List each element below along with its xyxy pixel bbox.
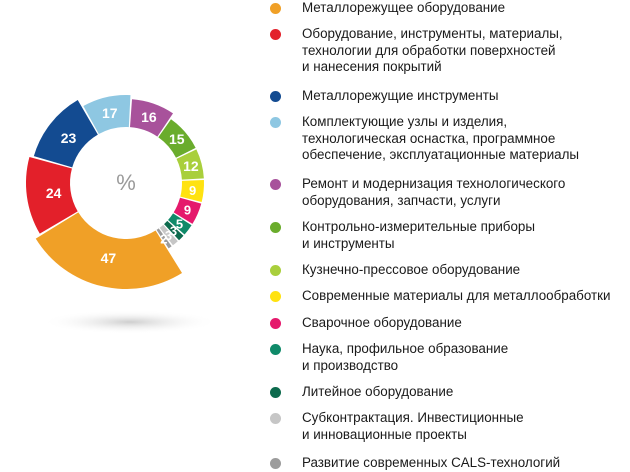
legend-label: Кузнечно-прессовое оборудование (302, 262, 521, 277)
slice-value-label: 2 (160, 231, 167, 246)
legend-label: Субконтрактация. Инвестиционные и иннова… (302, 410, 524, 442)
slice-value-label: 24 (46, 185, 62, 201)
slice-value-label: 3 (170, 223, 177, 238)
legend-label: Ремонт и модернизация технологического о… (302, 176, 566, 208)
pie-slice (33, 100, 98, 168)
legend-color-dot (270, 344, 281, 355)
legend-label: Наука, профильное образование и производ… (302, 341, 509, 373)
pie-slice (173, 197, 202, 224)
legend: Металлорежущее оборудование Оборудование,… (266, 0, 630, 472)
legend-label: Контрольно-измерительные приборы и инстр… (302, 219, 535, 251)
slice-value-label: 17 (102, 105, 118, 121)
legend-color-dot (270, 458, 281, 469)
pie-slice (159, 224, 178, 246)
legend-color-dot (270, 179, 281, 190)
legend-color-dot (270, 291, 281, 302)
slice-value-label: 16 (141, 109, 157, 125)
pie-slice (26, 157, 78, 234)
legend-color-dot (270, 91, 281, 102)
pie-slice (35, 212, 183, 289)
slice-value-label: 3 (165, 228, 172, 243)
pie-slice (176, 149, 204, 180)
slice-value-label: 9 (189, 183, 196, 198)
legend-color-dot (270, 413, 281, 424)
legend-label: Литейное оборудование (302, 384, 454, 399)
legend-color-dot (270, 318, 281, 329)
legend-color-dot (270, 222, 281, 233)
slice-value-label: 23 (61, 130, 77, 146)
pie-slice (156, 228, 172, 249)
pie-slice (164, 220, 184, 241)
center-label: % (116, 170, 136, 195)
slice-value-label: 5 (176, 216, 183, 231)
slice-value-label: 12 (183, 158, 199, 174)
legend-color-dot (270, 265, 281, 276)
legend-label: Современные материалы для металлообработ… (302, 288, 611, 303)
pie-slice (158, 119, 196, 158)
legend-label: Сварочное оборудование (302, 315, 462, 330)
legend-label: Оборудование, инструменты, материалы, те… (302, 26, 563, 74)
chart-shadow (42, 310, 218, 334)
slice-value-label: 9 (184, 203, 191, 218)
legend-label: Комплектующие узлы и изделия, технологич… (302, 114, 580, 162)
pie-slice (130, 99, 174, 137)
legend-color-dot (270, 117, 281, 128)
pie-slice (168, 213, 192, 235)
legend-color-dot (270, 387, 281, 398)
pie-slice (83, 95, 131, 135)
legend-label: Металлорежущие инструменты (302, 88, 499, 103)
legend-label: Металлорежущее оборудование (302, 0, 506, 15)
slice-value-label: 15 (169, 131, 185, 147)
pie-slice (180, 179, 204, 202)
chart-area: 47 24 23 17 16 15 12 9 9 5 3 3 2 % (0, 0, 260, 472)
legend-color-dot (270, 29, 281, 40)
legend-label: Развитие современных CALS-технологий (302, 455, 561, 470)
slice-value-label: 47 (101, 250, 117, 266)
legend-color-dot (270, 3, 281, 14)
